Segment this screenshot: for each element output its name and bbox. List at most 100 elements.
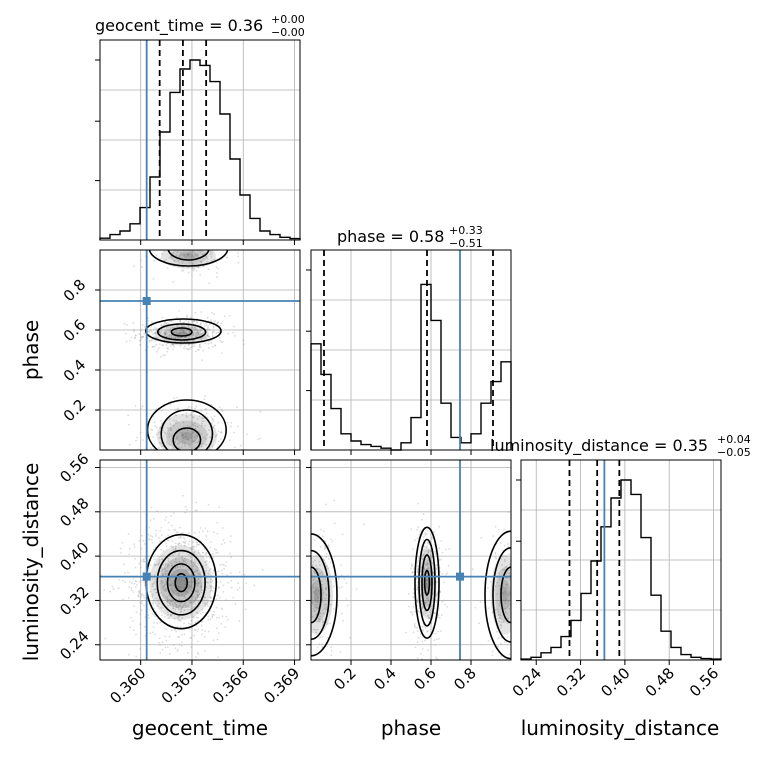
panel-luminosity-distance-vs-geocent-time-point [200,612,203,615]
panel-phase-vs-geocent-time-contour-6 [167,250,210,261]
panel-luminosity-distance-vs-phase-point [313,628,315,631]
panel-luminosity-distance-vs-geocent-time-point [164,587,167,590]
panel-luminosity-distance-vs-geocent-time-point [188,540,191,543]
panel-luminosity-distance-vs-phase-point [416,586,419,589]
panel-luminosity-distance-vs-phase-point [316,593,318,596]
panel-phase-vs-geocent-time-point [161,316,164,319]
panel-luminosity-distance-vs-geocent-time-point [209,541,212,544]
panel-luminosity-distance-vs-geocent-time-point [173,574,176,576]
panel-luminosity-distance-vs-geocent-time-point [175,561,178,564]
panel-luminosity-distance-vs-phase-point [319,545,322,548]
panel-luminosity-distance-vs-geocent-time-point [127,653,130,656]
panel-luminosity-distance-vs-geocent-time-point [187,568,190,571]
panel-phase-vs-geocent-time-point [210,243,212,245]
xtick-label-luminosity-distance-4: 0.56 [686,664,722,700]
panel-phase-vs-geocent-time-point [170,343,173,346]
panel-luminosity-distance-vs-geocent-time-point [174,545,177,548]
panel-luminosity-distance-vs-geocent-time-point [167,557,170,560]
panel-luminosity-distance-vs-phase-point [325,503,327,506]
panel-luminosity-distance-vs-phase-density-level [311,567,328,623]
panel-phase-vs-geocent-time-point [194,422,196,424]
panel-phase-vs-geocent-time-point [207,335,210,338]
panel-luminosity-distance-vs-geocent-time-point [223,542,226,544]
panel-phase-vs-geocent-time-point [171,343,174,345]
panel-phase-vs-geocent-time-point [163,464,165,466]
panel-phase-vs-geocent-time-contour-4 [160,409,214,450]
panel-phase-vs-geocent-time-point [170,465,172,467]
panel-luminosity-distance-vs-geocent-time-point [220,543,223,545]
hist-geocent-time-frame [99,39,301,241]
panel-phase-vs-geocent-time-point [154,327,157,329]
panel-luminosity-distance-vs-phase-point [418,610,421,613]
panel-luminosity-distance-vs-phase-point [511,599,513,601]
panel-phase-vs-geocent-time-point [169,423,172,425]
panel-luminosity-distance-vs-geocent-time-point [202,555,204,558]
panel-phase-vs-geocent-time-point [215,266,218,268]
panel-luminosity-distance-vs-geocent-time-point [201,621,204,623]
panel-phase-vs-geocent-time-point [182,434,185,436]
panel-phase-vs-geocent-time-point [230,421,233,424]
panel-phase-vs-geocent-time-point [209,436,212,439]
panel-luminosity-distance-vs-geocent-time-point [160,592,162,594]
panel-phase-vs-geocent-time-point [197,266,200,269]
panel-phase-vs-geocent-time-point [185,332,188,335]
panel-phase-vs-geocent-time-point [170,336,173,339]
panel-luminosity-distance-vs-geocent-time-point [216,594,219,597]
panel-luminosity-distance-vs-geocent-time-point [208,561,211,564]
panel-phase-vs-geocent-time-point [190,471,192,473]
panel-luminosity-distance-vs-phase-point [494,556,497,559]
panel-phase-vs-geocent-time-point [207,429,210,431]
panel-luminosity-distance-vs-geocent-time-point [152,548,155,551]
panel-luminosity-distance-vs-geocent-time-point [132,577,135,580]
panel-luminosity-distance-vs-geocent-time-point [179,611,182,614]
panel-phase-vs-geocent-time-point [173,425,175,427]
panel-luminosity-distance-vs-geocent-time-point [139,560,142,563]
panel-luminosity-distance-vs-geocent-time-point [158,599,161,601]
panel-luminosity-distance-vs-phase-point [314,629,317,631]
panel-luminosity-distance-vs-phase-point [408,605,410,608]
panel-luminosity-distance-vs-phase-point [420,566,423,569]
panel-luminosity-distance-vs-phase-point [513,581,515,583]
panel-luminosity-distance-vs-geocent-time-point [194,531,196,534]
panel-phase-vs-geocent-time-contour-3 [172,427,202,450]
panel-phase-vs-geocent-time-point [215,434,217,437]
panel-luminosity-distance-vs-phase-point [429,616,431,619]
panel-phase-vs-geocent-time-point [160,330,163,333]
panel-luminosity-distance-vs-phase-point [322,621,324,624]
panel-luminosity-distance-vs-phase-point [419,530,421,533]
panel-phase-vs-geocent-time-point [231,248,233,250]
panel-luminosity-distance-vs-phase-point [315,603,317,606]
panel-phase-vs-geocent-time-point [191,321,194,323]
panel-luminosity-distance-vs-geocent-time-point [184,592,187,594]
panel-luminosity-distance-vs-phase-point [330,649,333,652]
panel-luminosity-distance-vs-geocent-time-point [207,615,210,618]
panel-luminosity-distance-vs-geocent-time-point [176,569,179,572]
panel-luminosity-distance-vs-geocent-time-point [192,581,195,584]
panel-luminosity-distance-vs-geocent-time-point [229,540,232,543]
panel-luminosity-distance-vs-geocent-time-point [140,593,142,595]
panel-phase-vs-geocent-time-point [197,243,199,245]
panel-phase-vs-geocent-time-point [152,243,154,245]
panel-phase-vs-geocent-time-point [195,405,198,408]
panel-phase-vs-geocent-time-point [153,335,156,338]
panel-luminosity-distance-vs-phase-point [518,633,520,635]
panel-luminosity-distance-vs-geocent-time-point [170,572,172,574]
panel-luminosity-distance-vs-phase-point [429,578,432,581]
panel-luminosity-distance-vs-geocent-time-point [169,613,172,616]
panel-phase-vs-geocent-time-point [178,310,180,312]
panel-luminosity-distance-vs-geocent-time-point [183,609,186,612]
panel-phase-vs-geocent-time-point [176,248,178,250]
panel-luminosity-distance-vs-geocent-time-point [159,644,162,646]
panel-phase-vs-geocent-time-point [211,331,214,334]
panel-luminosity-distance-vs-geocent-time-point [156,622,159,625]
panel-phase-vs-geocent-time-point [220,438,222,440]
panel-luminosity-distance-vs-geocent-time-point [167,598,169,601]
panel-phase-vs-geocent-time-point [195,334,198,337]
panel-phase-vs-geocent-time-point [195,434,198,437]
panel-luminosity-distance-vs-phase-point [416,599,419,602]
panel-phase-vs-geocent-time-point [128,339,131,342]
panel-phase-vs-geocent-time-point [163,332,166,335]
panel-luminosity-distance-vs-phase-point [416,586,419,589]
panel-phase-vs-geocent-time-point [213,248,215,250]
panel-luminosity-distance-vs-phase-point [409,611,412,613]
